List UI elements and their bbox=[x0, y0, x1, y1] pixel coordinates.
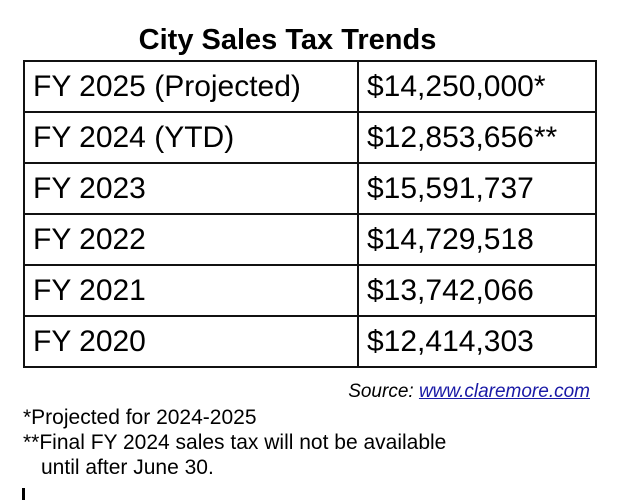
source-line: Source: www.claremore.com bbox=[348, 381, 590, 403]
year-cell: FY 2021 bbox=[23, 264, 359, 317]
year-cell: FY 2020 bbox=[23, 315, 359, 368]
text-cursor bbox=[22, 488, 25, 500]
year-cell: FY 2023 bbox=[23, 162, 359, 215]
source-link[interactable]: www.claremore.com bbox=[418, 381, 590, 402]
table-row: FY 2024 (YTD) $12,853,656** bbox=[23, 111, 597, 164]
amount-cell: $13,742,066 bbox=[357, 264, 597, 317]
footnotes: *Projected for 2024-2025 **Final FY 2024… bbox=[23, 405, 446, 480]
year-cell: FY 2025 (Projected) bbox=[23, 60, 359, 113]
footnote-ytd: **Final FY 2024 sales tax will not be av… bbox=[23, 431, 447, 454]
amount-cell: $15,591,737 bbox=[357, 162, 597, 215]
source-label: Source: bbox=[348, 381, 419, 402]
table-row: FY 2022 $14,729,518 bbox=[23, 213, 597, 266]
sales-tax-table: FY 2025 (Projected) $14,250,000* FY 2024… bbox=[23, 60, 597, 368]
table-row: FY 2021 $13,742,066 bbox=[23, 264, 597, 317]
year-cell: FY 2024 (YTD) bbox=[23, 111, 359, 164]
table-title: City Sales Tax Trends bbox=[138, 24, 437, 56]
footnote-projected: *Projected for 2024-2025 bbox=[23, 406, 257, 429]
table-row: FY 2020 $12,414,303 bbox=[23, 315, 597, 368]
footnote-ytd-continued: until after June 30. bbox=[41, 456, 214, 479]
amount-cell: $12,414,303 bbox=[357, 315, 597, 368]
table-row: FY 2025 (Projected) $14,250,000* bbox=[23, 60, 597, 113]
amount-cell: $14,250,000* bbox=[357, 60, 597, 113]
year-cell: FY 2022 bbox=[23, 213, 359, 266]
amount-cell: $14,729,518 bbox=[357, 213, 597, 266]
amount-cell: $12,853,656** bbox=[357, 111, 597, 164]
table-row: FY 2023 $15,591,737 bbox=[23, 162, 597, 215]
